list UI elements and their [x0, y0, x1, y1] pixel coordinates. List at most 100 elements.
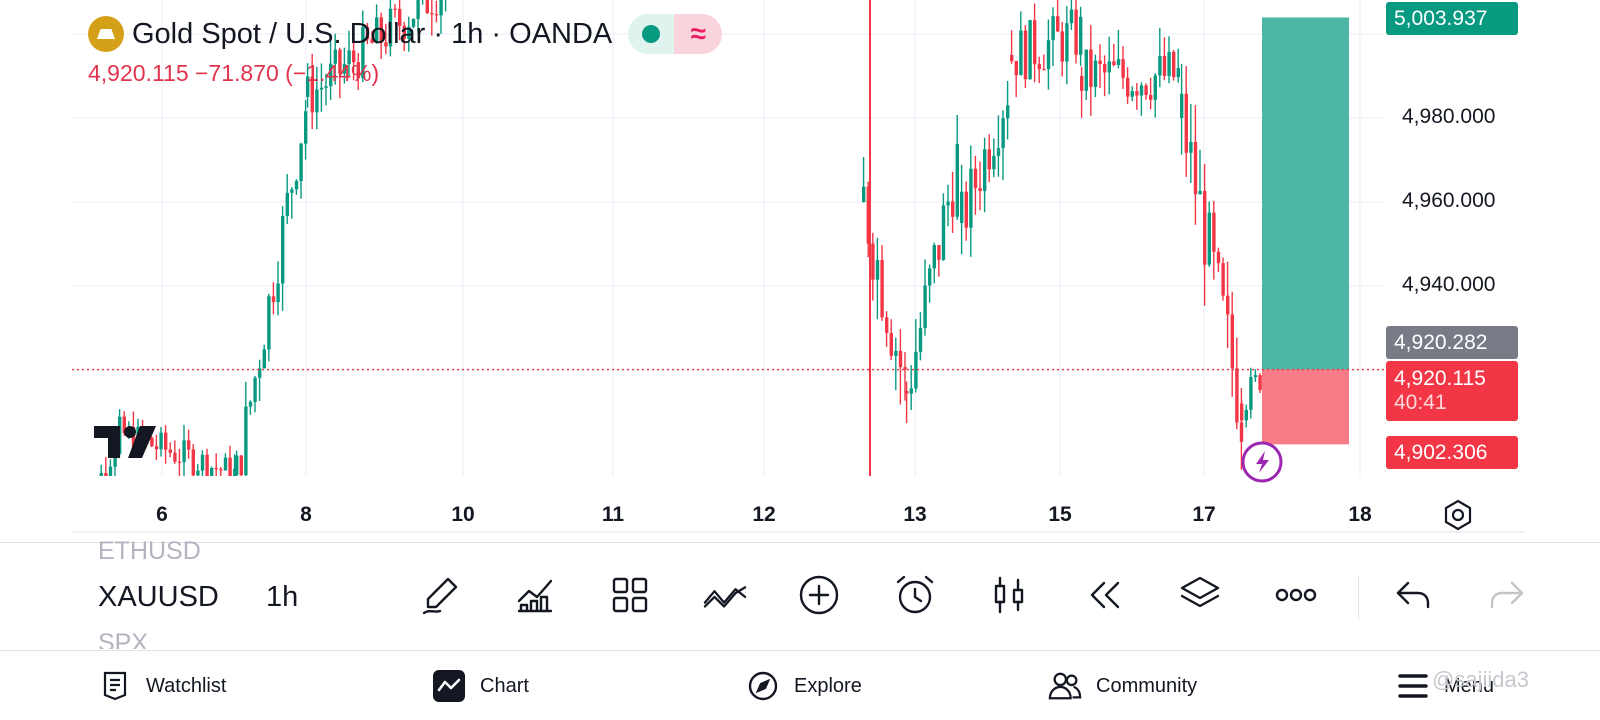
- candle-body: [1107, 61, 1111, 73]
- interval-selector[interactable]: 1h: [266, 581, 299, 613]
- candle-body: [159, 432, 163, 450]
- candle-body: [244, 406, 248, 476]
- nav-menu[interactable]: Menu: [1396, 651, 1494, 720]
- undo-button[interactable]: [1392, 573, 1436, 617]
- candle-body: [233, 468, 237, 476]
- prev-symbol[interactable]: ETHUSD: [98, 537, 201, 565]
- candle-body: [267, 296, 271, 350]
- toolbar-divider: [1358, 575, 1359, 619]
- symbol-selector[interactable]: XAUUSD: [98, 581, 219, 613]
- compare-button[interactable]: [703, 573, 747, 617]
- candle-body: [290, 189, 294, 193]
- candle-body: [1239, 422, 1244, 442]
- candle-body: [866, 186, 870, 244]
- candle-body: [1139, 85, 1144, 96]
- candle-body: [875, 259, 880, 280]
- candle-body: [987, 149, 991, 170]
- candle-body: [978, 188, 982, 192]
- time-axis-label: 12: [752, 503, 776, 526]
- nav-community[interactable]: Community: [1048, 651, 1197, 720]
- drawing-tool-button[interactable]: [418, 573, 462, 617]
- candle-body: [898, 350, 903, 368]
- time-axis-label: 8: [300, 503, 312, 526]
- status-pill[interactable]: ≈: [628, 14, 723, 54]
- nav-watchlist-label: Watchlist: [146, 674, 227, 697]
- candle-body: [310, 76, 314, 113]
- candle-body: [1149, 95, 1153, 100]
- candle-body: [1184, 93, 1188, 153]
- replay-button[interactable]: [1083, 573, 1127, 617]
- candle-body: [1158, 55, 1162, 76]
- candle-body: [1135, 91, 1139, 96]
- price-axis-label: 4,960.000: [1402, 189, 1496, 212]
- alarm-clock-icon: [896, 575, 934, 614]
- candle-body: [951, 201, 955, 217]
- candle-body: [375, 17, 379, 43]
- candle-body: [271, 296, 276, 303]
- candle-body: [1006, 105, 1010, 119]
- candle-body: [1253, 375, 1258, 378]
- nav-chart[interactable]: Chart: [432, 651, 529, 720]
- grid-icon: [612, 577, 648, 613]
- candle-body: [352, 50, 356, 63]
- compass-icon: [746, 669, 780, 703]
- candle-body: [239, 455, 243, 476]
- candle-body: [1042, 69, 1046, 71]
- candle-body: [393, 8, 397, 10]
- candle-body: [1207, 212, 1211, 265]
- candle-body: [407, 26, 411, 39]
- candle-body: [285, 192, 289, 217]
- candle-body: [1079, 16, 1083, 55]
- chart-area[interactable]: Gold Spot / U.S. Dollar · 1h · OANDA ≈ 4…: [0, 0, 1600, 540]
- nav-explore[interactable]: Explore: [746, 651, 862, 720]
- candle-body: [439, 0, 443, 16]
- alert-button[interactable]: [893, 573, 937, 617]
- candle-body: [973, 168, 978, 189]
- candle-body: [1226, 295, 1230, 315]
- candle-body: [361, 27, 365, 79]
- nav-watchlist[interactable]: Watchlist: [98, 651, 226, 720]
- time-axis-label: 11: [601, 503, 625, 526]
- chart-type-button[interactable]: [988, 573, 1032, 617]
- layout-button[interactable]: [608, 573, 652, 617]
- candle-body: [923, 285, 927, 329]
- candle-body: [1037, 64, 1041, 70]
- candle-body: [1198, 190, 1202, 195]
- candle-body: [983, 149, 987, 192]
- next-symbol[interactable]: SPX: [98, 629, 149, 649]
- candle-body: [1121, 59, 1125, 78]
- candle-body: [411, 18, 416, 27]
- last-price-tag: 4,920.115 40:41: [1386, 361, 1518, 421]
- candle-body: [1060, 31, 1064, 62]
- redo-button[interactable]: [1484, 573, 1528, 617]
- bottom-navigation: Watchlist Chart Explore Community Menu @…: [0, 650, 1600, 720]
- candle-body: [253, 377, 257, 402]
- candle-body: [894, 350, 898, 356]
- candle-body: [118, 416, 122, 433]
- candle-body: [1014, 61, 1018, 76]
- candle-body: [347, 50, 351, 65]
- more-button[interactable]: [1274, 573, 1318, 617]
- candle-body: [108, 466, 113, 476]
- add-button[interactable]: [797, 573, 841, 617]
- candle-body: [918, 328, 923, 352]
- candle-body: [1084, 49, 1088, 91]
- candle-body: [398, 8, 402, 26]
- candle-body: [258, 368, 262, 378]
- indicators-button[interactable]: [513, 573, 557, 617]
- candlestick-chart[interactable]: [0, 0, 1600, 540]
- candle-body: [104, 472, 108, 476]
- candle-body: [1046, 40, 1051, 70]
- candle-body: [885, 317, 889, 334]
- candle-body: [996, 148, 1001, 156]
- hamburger-icon: [1396, 669, 1430, 703]
- symbol-title[interactable]: Gold Spot / U.S. Dollar · 1h · OANDA: [132, 17, 613, 50]
- candle-body: [338, 49, 342, 74]
- candle-body: [932, 245, 936, 269]
- candle-body: [1244, 409, 1248, 421]
- candle-body: [99, 472, 103, 476]
- chart-settings-icon[interactable]: [1441, 498, 1475, 532]
- nav-community-label: Community: [1096, 674, 1198, 697]
- layers-button[interactable]: [1178, 573, 1222, 617]
- user-watermark: @sajiida3: [1432, 667, 1529, 692]
